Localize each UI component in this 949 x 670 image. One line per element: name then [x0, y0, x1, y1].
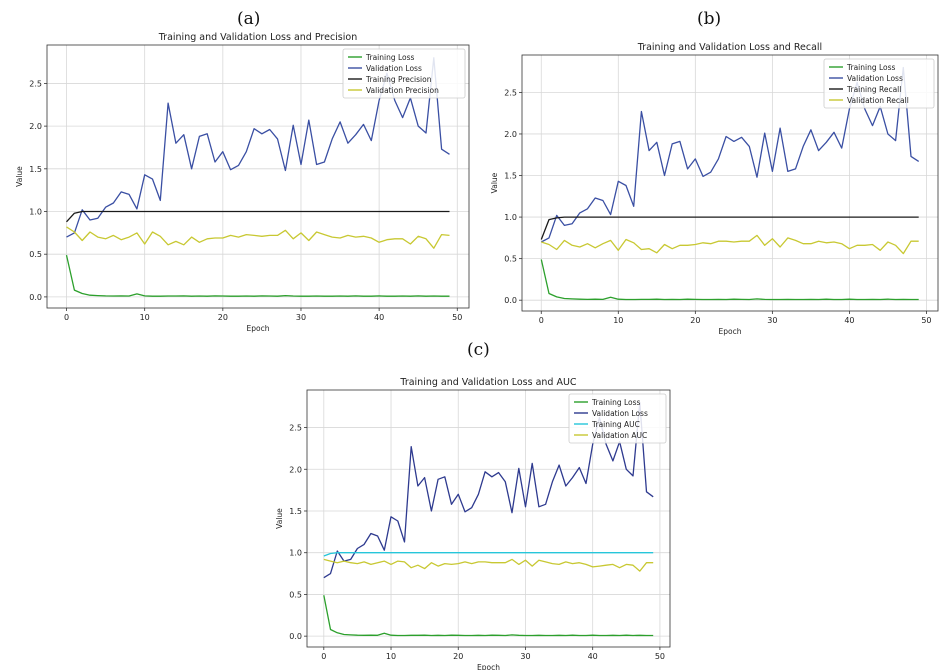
y-tick-label: 0.5 [29, 250, 42, 259]
series-line-training-precision [66, 210, 450, 223]
x-tick-label: 0 [321, 652, 326, 661]
y-tick-label: 0.0 [29, 293, 42, 302]
y-tick-label: 2.0 [29, 122, 42, 131]
chart-recall: Training and Validation Loss and Recall 0… [490, 42, 939, 336]
plot-frame [306, 389, 671, 648]
x-tick-label: 30 [767, 316, 777, 325]
legend-entry: Validation AUC [592, 431, 647, 440]
x-tick-label: 20 [690, 316, 700, 325]
legend-entry: Validation Loss [847, 74, 903, 83]
series-line-validation-recall [541, 234, 919, 255]
chart-title: Training and Validation Loss and Precisi… [158, 32, 357, 43]
x-axis-label: Epoch [247, 324, 270, 333]
series-line-training-loss [323, 595, 654, 637]
legend-entry: Validation Precision [366, 86, 439, 95]
x-tick-label: 40 [588, 652, 598, 661]
chart-title: Training and Validation Loss and Recall [637, 42, 822, 53]
panel-letter-b: (b) [697, 9, 722, 29]
x-tick-label: 0 [539, 316, 544, 325]
chart-auc: Training and Validation Loss and AUC 0 10 2… [275, 377, 671, 670]
x-tick-label: 10 [140, 313, 150, 322]
x-tick-label: 40 [844, 316, 854, 325]
series-line-training-loss [65, 254, 450, 297]
series-line-validation-auc [323, 558, 654, 572]
y-axis-label: Value [15, 166, 24, 187]
y-tick-label: 1.0 [504, 213, 517, 222]
y-tick-label: 2.5 [504, 88, 517, 97]
x-tick-label: 40 [374, 313, 384, 322]
legend-entry: Training Loss [846, 63, 896, 72]
panel-letter-c: (c) [467, 340, 490, 360]
x-tick-label: 30 [520, 652, 530, 661]
plot-frame [46, 44, 470, 309]
legend-entry: Training AUC [591, 420, 640, 429]
y-tick-label: 1.0 [289, 549, 302, 558]
y-tick-label: 1.5 [29, 165, 42, 174]
legend-entry: Validation Recall [847, 96, 909, 105]
chart-precision: Training and Validation Loss and Precisi… [15, 32, 470, 333]
x-tick-label: 50 [452, 313, 462, 322]
x-tick-label: 50 [655, 652, 665, 661]
x-tick-label: 30 [296, 313, 306, 322]
legend-box [342, 48, 466, 99]
y-tick-label: 0.0 [289, 632, 302, 641]
panel-letter-a: (a) [237, 9, 261, 29]
x-tick-label: 10 [386, 652, 396, 661]
y-axis-label: Value [490, 172, 499, 193]
series-line-training-loss [540, 259, 919, 301]
y-tick-label: 2.5 [289, 424, 302, 433]
legend-entry: Validation Loss [592, 409, 648, 418]
y-tick-label: 2.0 [289, 465, 302, 474]
y-tick-label: 2.0 [504, 130, 517, 139]
x-tick-label: 50 [921, 316, 931, 325]
series-line-training-recall [540, 216, 919, 240]
legend-entry: Validation Loss [366, 64, 422, 73]
legend-box [823, 58, 935, 109]
x-tick-label: 20 [453, 652, 463, 661]
legend-entry: Training Precision [365, 75, 432, 84]
y-tick-label: 0.5 [504, 255, 517, 264]
x-tick-label: 10 [613, 316, 623, 325]
x-tick-label: 0 [64, 313, 69, 322]
legend-entry: Training Loss [365, 53, 415, 62]
plot-frame [521, 54, 939, 312]
y-tick-label: 1.0 [29, 208, 42, 217]
legend-entry: Training Recall [846, 85, 901, 94]
y-tick-label: 1.5 [504, 172, 517, 181]
legend-entry: Training Loss [591, 398, 641, 407]
x-axis-label: Epoch [719, 327, 742, 336]
y-tick-label: 1.5 [289, 507, 302, 516]
y-axis-label: Value [275, 508, 284, 529]
legend-box [568, 393, 667, 444]
series-line-training-auc [323, 552, 654, 557]
chart-title: Training and Validation Loss and AUC [399, 377, 577, 388]
y-tick-label: 2.5 [29, 79, 42, 88]
y-tick-label: 0.5 [289, 590, 302, 599]
x-axis-label: Epoch [477, 663, 500, 670]
series-line-validation-precision [66, 226, 450, 249]
x-tick-label: 20 [218, 313, 228, 322]
y-tick-label: 0.0 [504, 296, 517, 305]
